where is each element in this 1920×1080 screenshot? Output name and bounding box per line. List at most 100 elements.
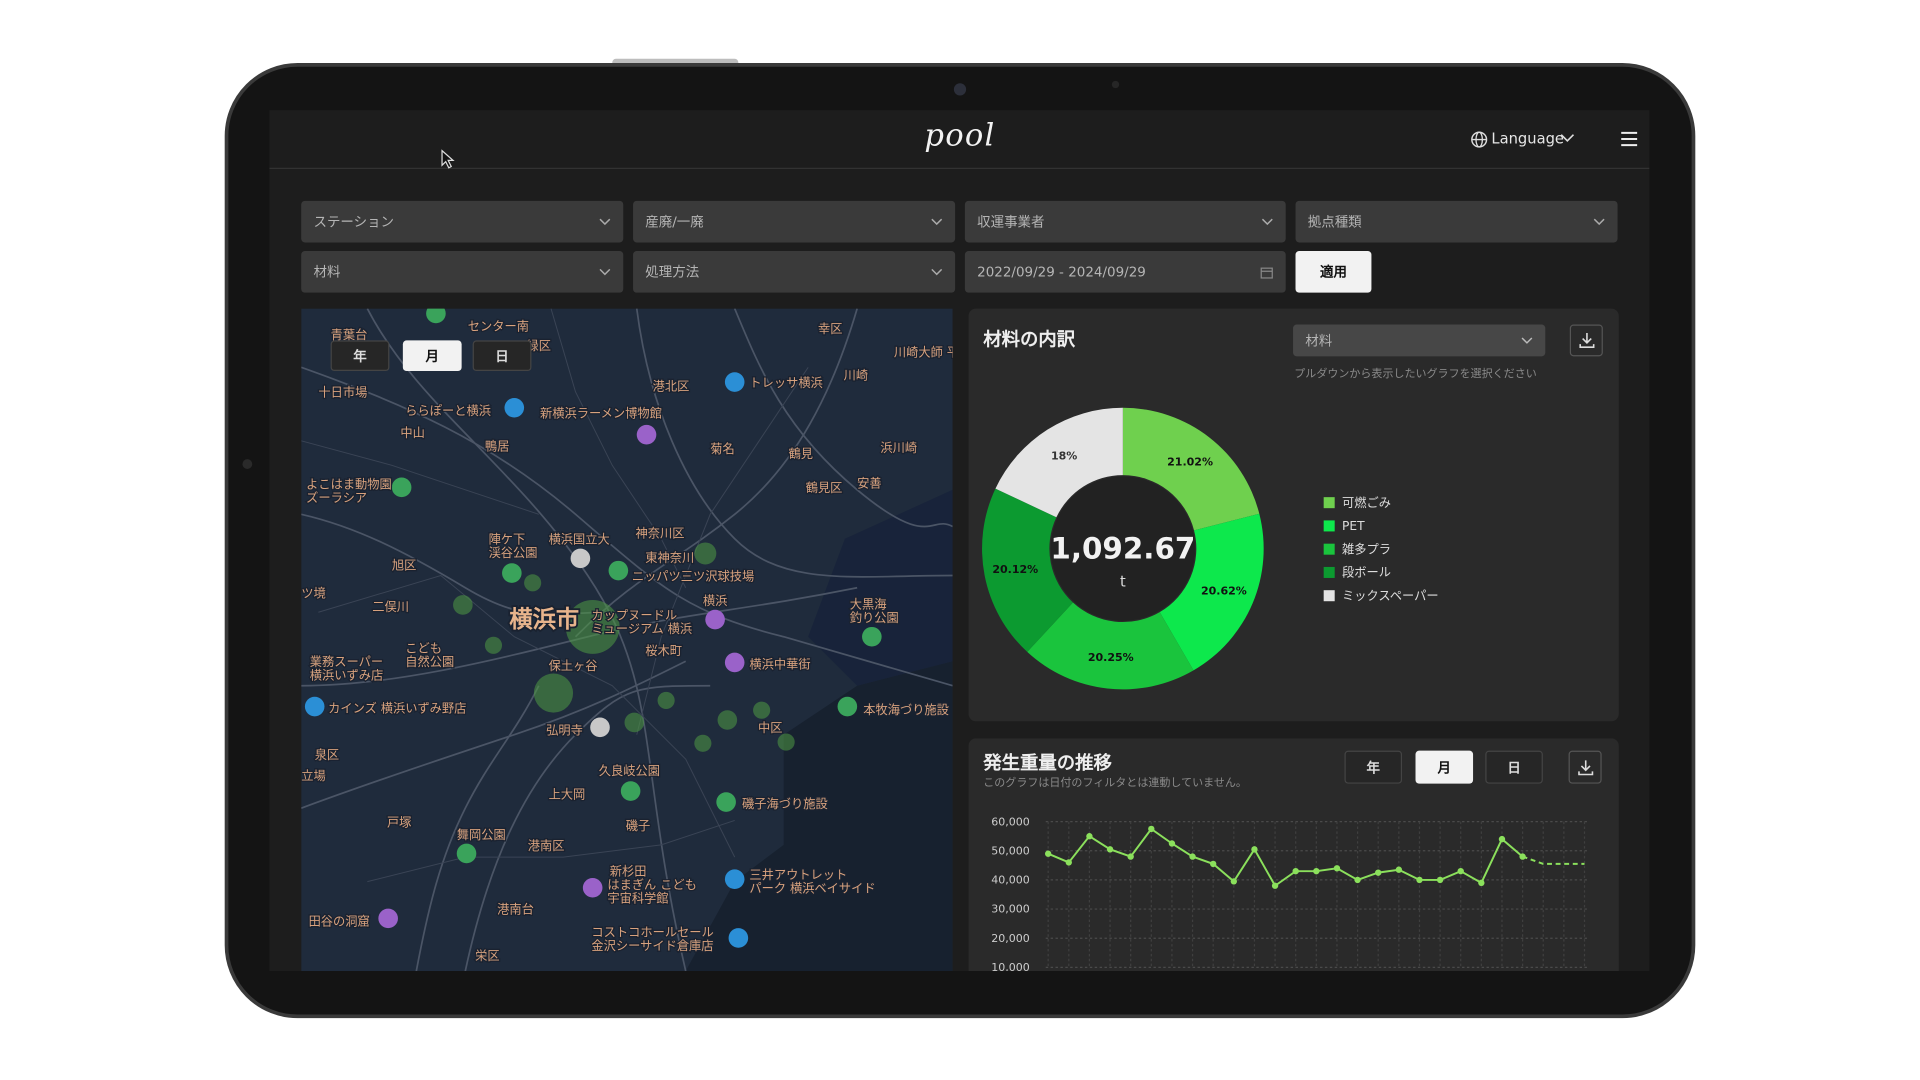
y-tick-label: 40,000 [991, 874, 1030, 887]
donut-segment [982, 488, 1073, 652]
filter-select[interactable]: 収運事業者 [964, 200, 1286, 243]
apply-button[interactable]: 適用 [1295, 251, 1372, 293]
download-button[interactable] [1568, 750, 1602, 784]
filter-select[interactable]: 拠点種類 [1295, 200, 1618, 243]
data-point [1416, 876, 1423, 884]
map-label: 港南区 [528, 838, 565, 853]
total-value: 1,092.67 [1050, 531, 1195, 565]
data-point [1044, 850, 1052, 857]
map-label: 田谷の洞窟 [309, 915, 370, 929]
segment-label: 20.12% [992, 563, 1038, 576]
data-point [1292, 867, 1299, 875]
map-label: 横浜中華街 [749, 657, 810, 672]
header [269, 110, 1650, 169]
data-point [1271, 882, 1279, 889]
y-tick-label: 50,000 [991, 844, 1030, 857]
filter-label: 産廃/一廃 [645, 214, 704, 231]
data-point [1127, 853, 1134, 860]
filter-select[interactable]: ステーション [301, 200, 624, 243]
sensor [1111, 80, 1120, 89]
map-label: 横浜 [703, 594, 727, 608]
period-button[interactable]: 月 [402, 340, 462, 372]
panel-subtitle: このグラフは日付のフィルタとは連動していません。 [983, 777, 1247, 790]
filter-select[interactable]: 処理方法 [633, 251, 956, 293]
globe-icon [1471, 131, 1488, 148]
segment-label: 21.02% [1167, 456, 1213, 469]
legend-label: ミックスペーパー [1342, 589, 1439, 603]
donut-segment [1159, 513, 1264, 671]
map-label: 本牧海づり施設 [863, 703, 949, 717]
chevron [1521, 336, 1533, 344]
data-point [1251, 846, 1258, 853]
data-point [1478, 879, 1485, 887]
data-point [1354, 876, 1361, 884]
map-label: カインズ 横浜いずみ野店 [328, 701, 466, 716]
filter-select[interactable]: 材料 [301, 251, 624, 293]
camera [953, 83, 967, 96]
map-label: コストコホールセール金沢シーサイド倉庫店 [591, 926, 713, 953]
sensor [242, 459, 253, 469]
data-point [1086, 833, 1093, 840]
map-label: 桜木町 [645, 644, 682, 658]
period-button[interactable]: 年 [330, 340, 390, 372]
map-label: 神奈川区 [636, 526, 685, 541]
map-label: 港北区 [653, 380, 690, 394]
logo[interactable]: pool [924, 117, 996, 154]
map-clusters [453, 542, 795, 752]
data-point [1395, 866, 1403, 873]
map-label: 青葉台 [331, 327, 368, 342]
donut-hole [1050, 476, 1196, 621]
date-range[interactable]: 2022/09/29 - 2024/09/29 [964, 251, 1286, 293]
y-tick-label: 20,000 [991, 932, 1030, 945]
map-streets [301, 308, 809, 883]
legend-swatch [1323, 543, 1335, 555]
segment-label: 18% [1051, 450, 1077, 463]
filter-label: 収運事業者 [977, 214, 1045, 231]
legend-label: 雑多プラ [1342, 541, 1391, 556]
map-label: 安善 [857, 475, 881, 490]
language-selector[interactable]: Language [1491, 129, 1564, 147]
map-label: 中山 [400, 425, 424, 440]
menu-button[interactable] [1620, 131, 1638, 147]
map-label: 旭区 [392, 558, 416, 572]
period-button[interactable]: 日 [472, 340, 532, 372]
period-button[interactable]: 月 [1415, 750, 1474, 784]
cursor [441, 149, 455, 169]
data-point [1333, 865, 1341, 872]
legend-swatch [1323, 566, 1335, 578]
map-label: 横浜国立大 [549, 533, 610, 547]
map-label: ツ境 [301, 587, 325, 601]
map-label: 川崎大師 平間寺 [894, 345, 953, 359]
chevron [1560, 134, 1575, 142]
map-water [808, 489, 953, 686]
data-point [1436, 876, 1444, 884]
period-button[interactable]: 日 [1485, 750, 1543, 784]
data-point [1375, 869, 1382, 876]
map-label: 戸塚 [387, 816, 411, 830]
y-tick-label: 60,000 [991, 815, 1030, 828]
select-value: 材料 [1305, 333, 1333, 349]
select-hint: プルダウンから表示したいグラフを選択ください [1294, 368, 1537, 381]
map-label: 保土ヶ谷 [549, 659, 598, 673]
calendar-icon [1260, 266, 1273, 278]
filter-label: 拠点種類 [1307, 214, 1362, 231]
filter-select[interactable]: 産廃/一廃 [633, 200, 956, 243]
segment-label: 20.25% [1088, 651, 1134, 664]
map-pins [304, 308, 882, 948]
period-button[interactable]: 年 [1344, 750, 1403, 784]
map-label: 十日市場 [318, 386, 367, 400]
map-label: 上大岡 [549, 787, 586, 801]
map-label: 久良岐公園 [599, 763, 660, 778]
map-label: はまぎん こども宇宙科学館 [607, 878, 697, 905]
map-label: 中区 [758, 720, 782, 735]
y-tick-label: 10,000 [991, 961, 1030, 971]
data-point [1148, 825, 1155, 833]
download-button[interactable] [1569, 324, 1603, 357]
total-unit: t [1120, 574, 1126, 591]
donut-segment [995, 407, 1123, 518]
graph-select[interactable]: 材料 [1293, 324, 1546, 357]
filter-label: 材料 [313, 264, 341, 281]
